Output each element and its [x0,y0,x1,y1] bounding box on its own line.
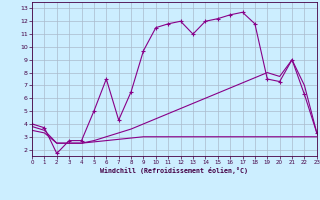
X-axis label: Windchill (Refroidissement éolien,°C): Windchill (Refroidissement éolien,°C) [100,167,248,174]
